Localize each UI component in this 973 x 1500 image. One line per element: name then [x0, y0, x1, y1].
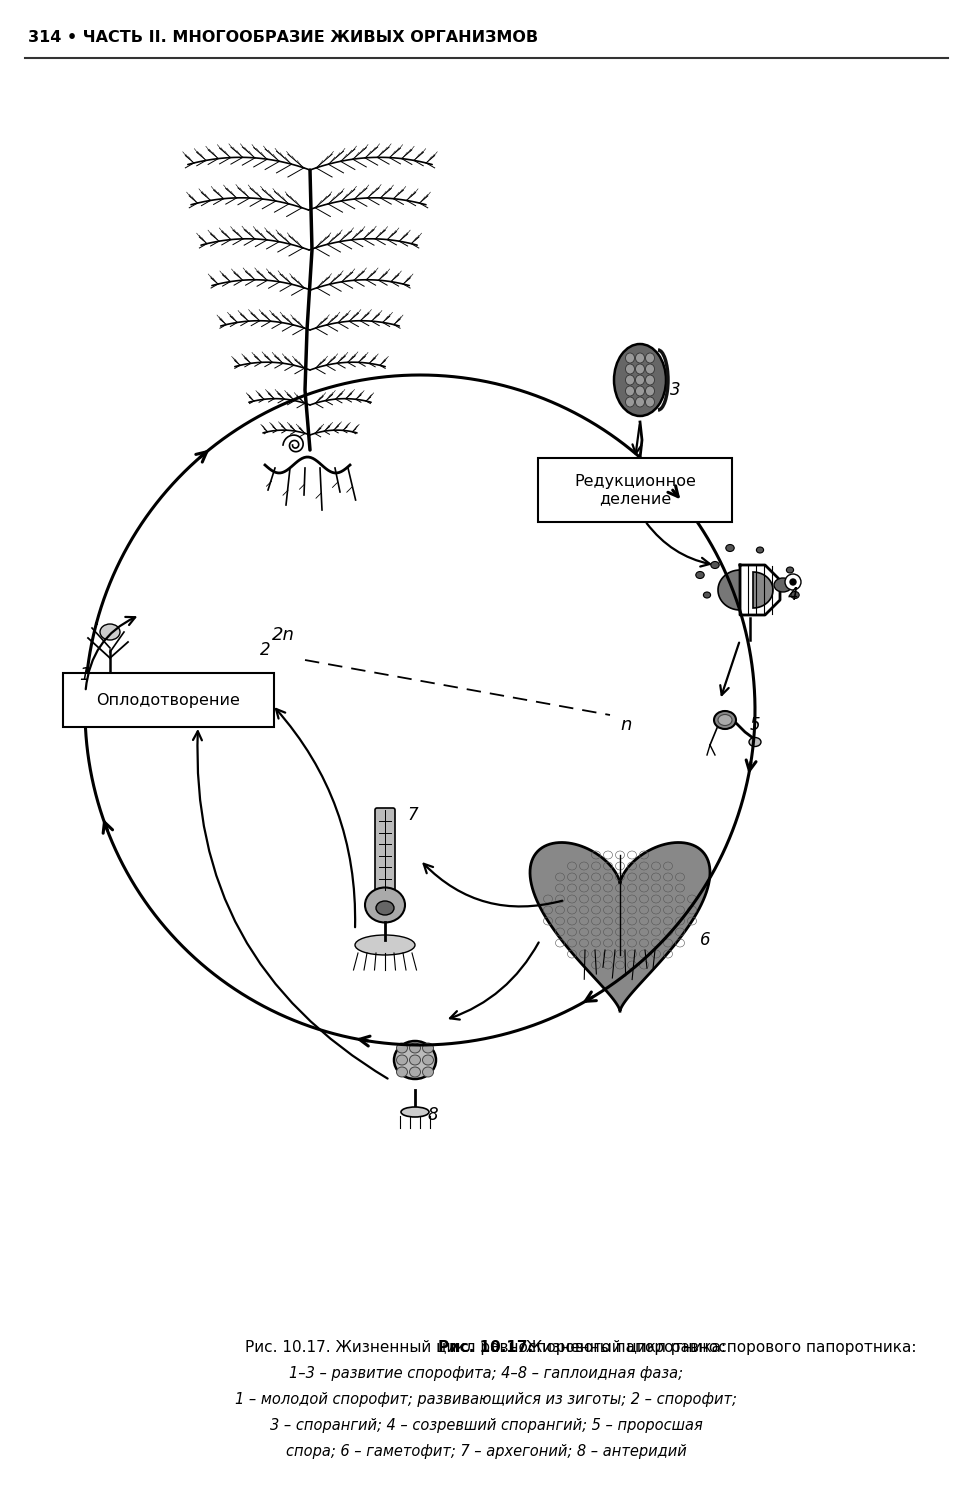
- Ellipse shape: [100, 624, 120, 640]
- Text: Жизненный цикл равноспорового папоротника:: Жизненный цикл равноспорового папоротник…: [522, 1340, 917, 1354]
- Ellipse shape: [401, 1107, 429, 1118]
- Text: Рис. 10.17. Жизненный цикл равноспорового папоротника:: Рис. 10.17. Жизненный цикл равноспоровог…: [245, 1340, 727, 1354]
- Text: Редукционное
деление: Редукционное деление: [574, 474, 696, 506]
- Ellipse shape: [410, 1066, 420, 1077]
- Text: спора; 6 – гаметофит; 7 – архегоний; 8 – антеридий: спора; 6 – гаметофит; 7 – архегоний; 8 –…: [286, 1444, 686, 1460]
- Ellipse shape: [711, 561, 719, 568]
- Text: 1 – молодой спорофит; развивающийся из зиготы; 2 – спорофит;: 1 – молодой спорофит; развивающийся из з…: [235, 1392, 737, 1407]
- Ellipse shape: [397, 1054, 408, 1065]
- Ellipse shape: [355, 934, 415, 956]
- Text: 4: 4: [788, 586, 798, 604]
- Ellipse shape: [365, 888, 405, 922]
- Ellipse shape: [791, 591, 799, 598]
- Ellipse shape: [645, 375, 655, 386]
- Ellipse shape: [718, 714, 732, 726]
- Ellipse shape: [394, 1041, 436, 1078]
- Ellipse shape: [756, 548, 764, 554]
- Text: 2: 2: [260, 640, 270, 658]
- Ellipse shape: [410, 1054, 420, 1065]
- Text: 1: 1: [80, 666, 90, 684]
- Ellipse shape: [635, 364, 644, 374]
- Ellipse shape: [397, 1042, 408, 1053]
- Ellipse shape: [626, 398, 634, 406]
- Text: n: n: [620, 716, 631, 734]
- Ellipse shape: [626, 375, 634, 386]
- Ellipse shape: [635, 398, 644, 406]
- Ellipse shape: [645, 352, 655, 363]
- Ellipse shape: [614, 344, 666, 416]
- Ellipse shape: [91, 680, 129, 711]
- Ellipse shape: [626, 352, 634, 363]
- Ellipse shape: [626, 386, 634, 396]
- FancyBboxPatch shape: [62, 674, 273, 728]
- FancyBboxPatch shape: [538, 458, 732, 522]
- Ellipse shape: [422, 1042, 434, 1053]
- Ellipse shape: [397, 1066, 408, 1077]
- Text: 1–3 – развитие спорофита; 4–8 – гаплоидная фаза;: 1–3 – развитие спорофита; 4–8 – гаплоидн…: [289, 1366, 683, 1382]
- Ellipse shape: [410, 1042, 420, 1053]
- Text: 6: 6: [700, 932, 710, 950]
- Circle shape: [790, 579, 796, 585]
- Polygon shape: [530, 843, 710, 1011]
- Ellipse shape: [749, 738, 761, 747]
- Circle shape: [785, 574, 801, 590]
- Ellipse shape: [645, 398, 655, 406]
- Ellipse shape: [714, 711, 736, 729]
- Ellipse shape: [422, 1054, 434, 1065]
- Ellipse shape: [703, 592, 710, 598]
- Text: 3: 3: [669, 381, 680, 399]
- Ellipse shape: [635, 386, 644, 396]
- Text: 5: 5: [749, 716, 760, 734]
- Ellipse shape: [774, 578, 792, 592]
- Text: 2n: 2n: [272, 626, 295, 644]
- Text: 8: 8: [428, 1106, 438, 1124]
- Polygon shape: [753, 572, 773, 608]
- Text: 314 • ЧАСТЬ II. МНОГООБРАЗИЕ ЖИВЫХ ОРГАНИЗМОВ: 314 • ЧАСТЬ II. МНОГООБРАЗИЕ ЖИВЫХ ОРГАН…: [28, 30, 538, 45]
- Text: 3 – спорангий; 4 – созревший спорангий; 5 – проросшая: 3 – спорангий; 4 – созревший спорангий; …: [270, 1418, 703, 1432]
- Text: 7: 7: [408, 806, 418, 824]
- Text: Оплодотворение: Оплодотворение: [96, 693, 240, 708]
- Ellipse shape: [626, 364, 634, 374]
- FancyBboxPatch shape: [375, 808, 395, 892]
- Ellipse shape: [726, 544, 735, 552]
- Ellipse shape: [422, 1066, 434, 1077]
- Polygon shape: [718, 570, 740, 610]
- Ellipse shape: [635, 375, 644, 386]
- Ellipse shape: [645, 364, 655, 374]
- Text: Рис. 10.17.: Рис. 10.17.: [439, 1340, 533, 1354]
- Ellipse shape: [645, 386, 655, 396]
- Ellipse shape: [635, 352, 644, 363]
- Ellipse shape: [786, 567, 794, 573]
- Ellipse shape: [376, 902, 394, 915]
- Ellipse shape: [696, 572, 704, 579]
